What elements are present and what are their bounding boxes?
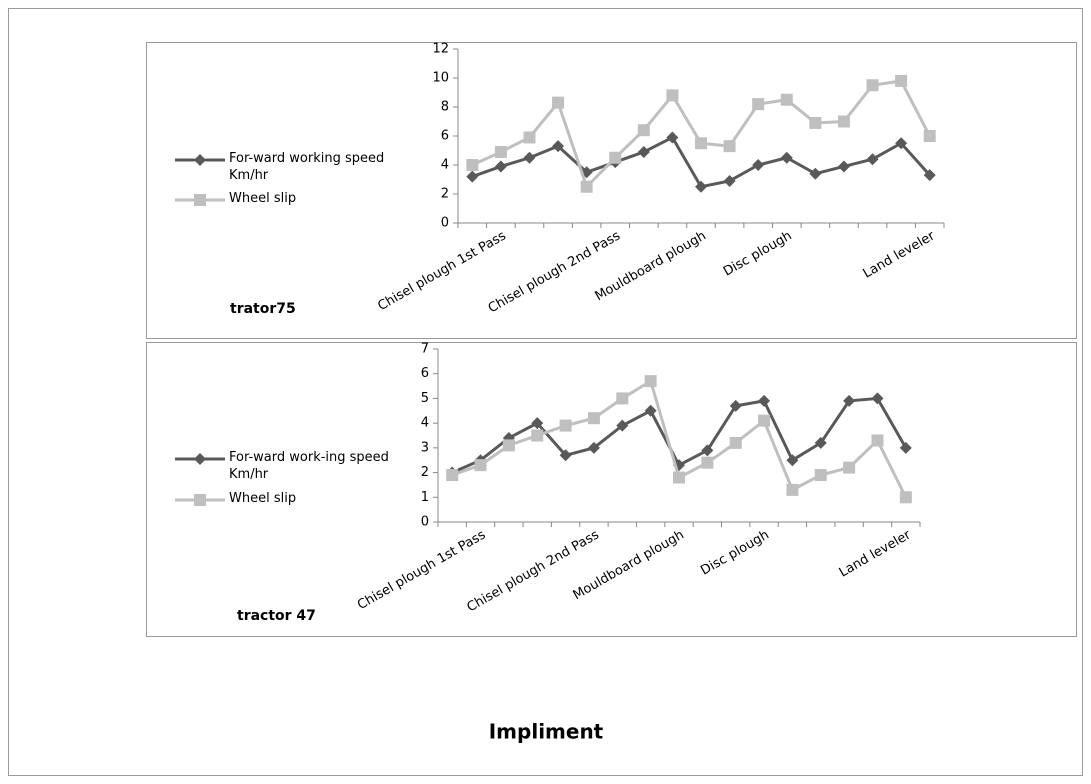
marker <box>752 159 765 171</box>
marker <box>843 461 856 474</box>
marker <box>723 140 736 153</box>
y-tick-label: 7 <box>421 342 429 357</box>
marker <box>843 394 856 407</box>
y-tick-label: 0 <box>441 216 449 231</box>
marker <box>644 404 657 417</box>
y-tick-label: 3 <box>421 440 429 455</box>
marker <box>866 79 879 92</box>
marker <box>871 392 884 405</box>
marker <box>609 151 622 164</box>
legend-entry: Wheel slip <box>229 191 297 206</box>
y-tick-label: 8 <box>441 100 449 115</box>
legend-label: For-ward working speed Km/hr <box>229 151 385 183</box>
y-tick-label: 1 <box>421 490 429 505</box>
marker <box>923 169 936 182</box>
legend-entry: For-ward work-ing speed Km/hr <box>229 450 389 482</box>
y-tick-label: 2 <box>421 465 429 480</box>
y-tick-label: 2 <box>441 187 449 202</box>
marker <box>701 444 714 457</box>
y-tick-label: 0 <box>421 515 429 530</box>
marker <box>814 469 827 482</box>
legend-entry: For-ward working speed Km/hr <box>229 151 385 183</box>
marker <box>758 394 771 407</box>
marker <box>752 98 765 111</box>
chart-title: tractor 47 <box>237 608 316 624</box>
y-tick-label: 12 <box>432 42 449 57</box>
legend-marker <box>194 494 206 506</box>
marker <box>666 89 679 102</box>
marker <box>559 449 572 462</box>
marker <box>814 436 827 449</box>
marker <box>644 375 657 388</box>
marker <box>809 167 822 180</box>
marker <box>780 93 793 106</box>
legend-marker <box>194 154 206 166</box>
marker <box>729 399 742 412</box>
marker <box>466 159 479 171</box>
y-tick-label: 5 <box>421 391 429 406</box>
marker <box>780 151 793 164</box>
marker <box>531 417 544 430</box>
legend-entry: Wheel slip <box>229 491 297 506</box>
marker <box>523 151 536 164</box>
marker <box>637 145 650 158</box>
marker <box>729 436 742 449</box>
marker <box>587 441 600 454</box>
marker <box>580 180 593 193</box>
marker <box>446 469 459 482</box>
marker <box>552 96 565 109</box>
marker <box>673 471 685 484</box>
marker <box>502 439 515 452</box>
caption: Impliment <box>489 720 604 744</box>
y-tick-label: 10 <box>432 71 449 86</box>
chart-frame <box>146 342 1077 637</box>
marker <box>466 170 479 183</box>
marker <box>899 441 912 454</box>
marker <box>666 131 679 144</box>
marker <box>895 137 908 150</box>
marker <box>809 116 822 129</box>
legend-label: Wheel slip <box>229 491 297 506</box>
legend-label: Wheel slip <box>229 191 297 206</box>
y-tick-label: 4 <box>421 416 429 431</box>
marker <box>474 459 487 472</box>
y-tick-label: 4 <box>441 158 449 173</box>
marker <box>587 412 600 425</box>
legend-marker <box>194 453 206 465</box>
marker <box>837 160 850 173</box>
marker <box>552 140 565 153</box>
chart-title: trator75 <box>230 301 296 317</box>
marker <box>786 483 799 496</box>
marker <box>616 419 629 432</box>
legend-marker <box>194 194 206 206</box>
marker <box>758 414 771 427</box>
chart-frame <box>146 42 1077 339</box>
outer-frame <box>8 8 1083 776</box>
legend-label: For-ward work-ing speed Km/hr <box>229 450 389 482</box>
marker <box>494 145 507 158</box>
marker <box>637 124 650 137</box>
marker <box>866 153 879 166</box>
marker <box>923 130 936 142</box>
marker <box>494 160 507 173</box>
marker <box>895 74 908 87</box>
marker <box>523 131 536 144</box>
marker <box>531 429 544 442</box>
marker <box>701 456 714 469</box>
marker <box>871 434 884 447</box>
marker <box>899 491 912 504</box>
marker <box>559 419 572 432</box>
marker <box>616 392 629 405</box>
marker <box>723 174 736 187</box>
marker <box>695 180 707 193</box>
marker <box>786 454 799 467</box>
y-tick-label: 6 <box>441 129 449 144</box>
marker <box>837 115 850 128</box>
y-tick-label: 6 <box>421 366 429 381</box>
marker <box>695 137 707 150</box>
